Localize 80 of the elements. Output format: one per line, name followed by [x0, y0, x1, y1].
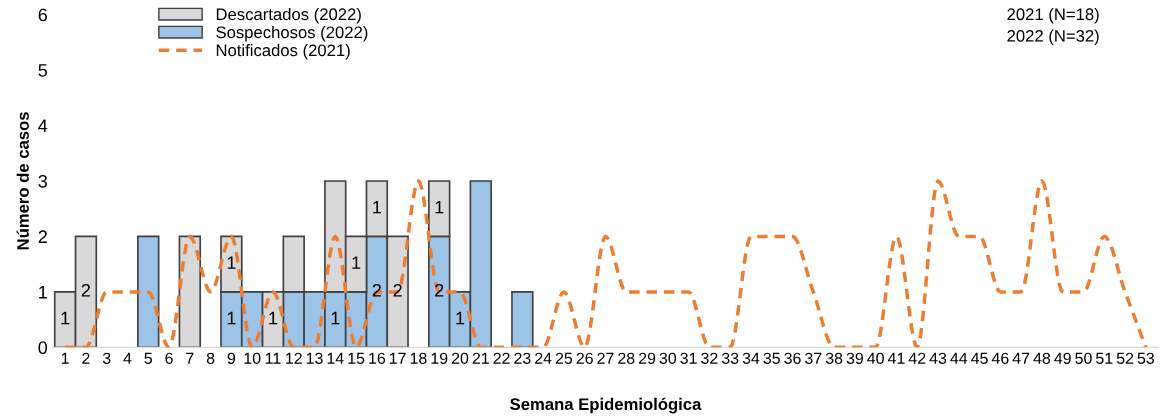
x-tick-label: 7	[186, 352, 194, 364]
x-tick-label: 42	[908, 352, 926, 364]
x-tick-label: 29	[638, 352, 656, 364]
y-tick-label: 0	[38, 341, 48, 355]
x-axis-title: Semana Epidemiológica	[510, 397, 702, 414]
y-tick-label: 5	[38, 64, 48, 77]
x-tick-label: 24	[535, 352, 552, 364]
x-tick-label: 40	[867, 352, 884, 364]
x-tick-label: 39	[846, 352, 863, 364]
data-label: 1	[227, 311, 236, 325]
x-tick-label: 53	[1137, 352, 1155, 364]
data-label: 2	[81, 283, 91, 297]
x-tick-label: 37	[805, 352, 822, 364]
data-label: 1	[373, 200, 381, 214]
data-label: 1	[269, 311, 278, 325]
y-axis-title: Número de casos	[16, 112, 29, 250]
x-tick-label: 2	[82, 352, 90, 364]
y-tick-label: 6	[38, 8, 47, 22]
x-tick-label: 35	[763, 352, 780, 364]
x-tick-label: 18	[410, 352, 427, 364]
x-tick-label: 46	[991, 352, 1009, 364]
x-tick-label: 30	[659, 352, 677, 364]
x-tick-label: 34	[742, 352, 760, 364]
x-tick-label: 19	[431, 352, 448, 364]
x-tick-label: 5	[144, 352, 153, 364]
x-tick-label: 12	[286, 352, 302, 364]
x-tick-label: 52	[1116, 352, 1134, 364]
x-tick-label: 16	[369, 352, 386, 364]
x-tick-label: 41	[887, 352, 905, 364]
data-label: 1	[331, 311, 340, 325]
x-tick-label: 11	[265, 352, 281, 364]
x-tick-label: 8	[206, 352, 215, 364]
annotation: 2021 (N=18)	[1007, 7, 1099, 24]
data-label: 1	[456, 311, 465, 325]
x-tick-label: 22	[493, 352, 510, 364]
x-tick-label: 44	[950, 352, 968, 364]
x-tick-label: 49	[1054, 352, 1071, 364]
x-tick-label: 9	[227, 352, 236, 364]
x-tick-label: 28	[618, 352, 635, 364]
legend-label: Descartados (2022)	[216, 7, 361, 24]
x-tick-label: 33	[721, 352, 739, 364]
x-tick-label: 47	[1012, 352, 1030, 364]
bar	[511, 291, 534, 348]
x-tick-label: 17	[389, 352, 406, 364]
x-tick-label: 36	[784, 352, 801, 364]
x-tick-label: 43	[929, 352, 947, 364]
annotation: 2022 (N=32)	[1007, 29, 1099, 46]
data-label: 1	[227, 256, 236, 269]
x-tick-label: 31	[680, 352, 697, 364]
x-tick-label: 20	[451, 352, 469, 364]
data-label: 1	[352, 256, 361, 269]
x-tick-label: 25	[555, 352, 573, 364]
x-tick-label: 15	[348, 352, 365, 364]
x-tick-label: 13	[306, 352, 323, 364]
y-tick-label: 2	[38, 230, 47, 243]
x-tick-label: 21	[472, 352, 489, 364]
y-tick-label: 4	[38, 119, 48, 133]
legend-label: Sospechosos (2022)	[216, 25, 368, 42]
x-tick-label: 48	[1033, 352, 1051, 364]
data-label: 1	[61, 311, 70, 325]
x-tick-label: 38	[825, 352, 843, 364]
bar	[137, 235, 160, 348]
y-tick-label: 1	[39, 286, 47, 299]
y-tick-label: 3	[38, 174, 47, 188]
x-tick-label: 14	[327, 352, 344, 364]
x-tick-label: 1	[61, 352, 69, 364]
x-tick-label: 27	[597, 352, 614, 364]
data-label: 1	[435, 200, 444, 214]
x-tick-label: 26	[576, 352, 593, 364]
x-tick-label: 50	[1075, 352, 1092, 364]
x-tick-label: 51	[1096, 352, 1113, 364]
x-tick-label: 4	[123, 352, 132, 364]
x-tick-label: 32	[701, 352, 718, 364]
data-label: 2	[435, 283, 444, 297]
legend-label: Notificados (2021)	[216, 43, 350, 60]
x-tick-label: 23	[514, 352, 531, 364]
x-tick-label: 3	[102, 352, 111, 364]
x-tick-label: 10	[244, 352, 261, 364]
x-tick-label: 45	[971, 352, 988, 364]
x-tick-label: 6	[165, 352, 173, 364]
